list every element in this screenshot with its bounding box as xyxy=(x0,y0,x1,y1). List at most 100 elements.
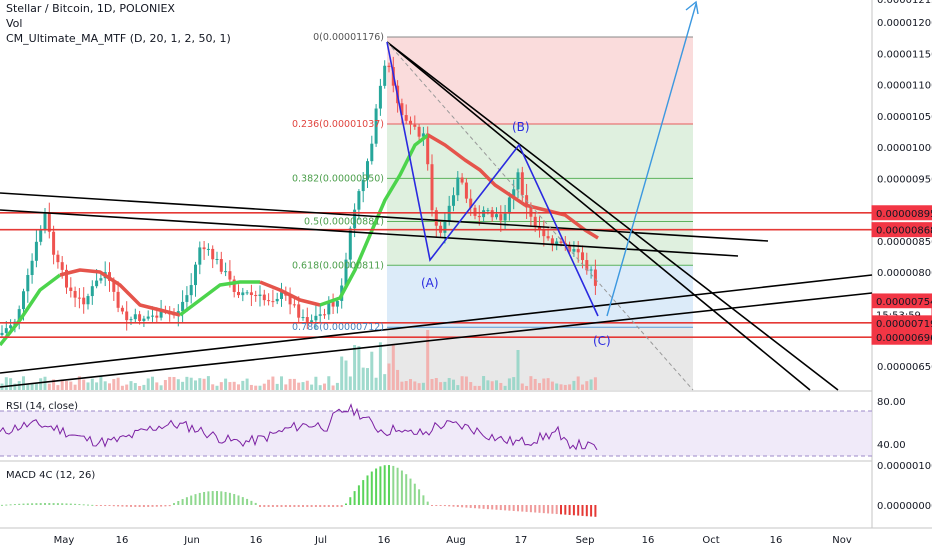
trend-line[interactable] xyxy=(0,292,873,388)
fib-level-labels: 0(0.00001176) 0.236(0.00001037) 0.382(0.00… xyxy=(292,32,384,333)
candle-body xyxy=(404,115,408,121)
trend-line-drawings[interactable] xyxy=(0,0,873,391)
volume-bar xyxy=(400,381,404,390)
macd-bar xyxy=(237,495,240,505)
volume-bar xyxy=(9,378,13,390)
volume-bar xyxy=(434,378,438,390)
macd-bar xyxy=(65,503,68,505)
macd-title[interactable]: MACD 4C (12, 26) xyxy=(6,470,95,481)
volume-bar xyxy=(267,379,271,390)
macd-bar xyxy=(388,465,390,505)
candle-body xyxy=(370,143,374,162)
volume-bar xyxy=(426,330,430,390)
ma-segment-down xyxy=(259,280,321,307)
macd-bar xyxy=(452,505,455,507)
candle-body xyxy=(129,319,133,321)
ma-indicator-label[interactable]: CM_Ultimate_MA_MTF (D, 20, 1, 2, 50, 1) xyxy=(6,32,231,45)
fib-retracement-zone[interactable] xyxy=(387,36,693,390)
macd-bar xyxy=(267,505,270,507)
trend-line[interactable] xyxy=(0,274,873,374)
trend-line[interactable] xyxy=(386,41,811,391)
candle-body xyxy=(348,228,352,260)
volume-bar xyxy=(430,378,434,390)
macd-bar xyxy=(340,505,343,507)
macd-bar xyxy=(499,505,502,511)
candle-body xyxy=(503,213,507,221)
trend-line[interactable] xyxy=(386,41,839,391)
candle-body xyxy=(198,247,202,265)
trend-line[interactable] xyxy=(0,192,769,242)
macd-bar xyxy=(198,492,201,505)
volume-bar xyxy=(241,380,245,390)
fib-level-label: 0.382(0.00000950) xyxy=(292,173,384,184)
macd-bar xyxy=(224,491,227,505)
volume-bar xyxy=(271,376,275,390)
volume-indicator-label[interactable]: Vol xyxy=(6,17,23,30)
price-tag-bg xyxy=(871,205,932,221)
volume-bar xyxy=(310,384,314,390)
time-tick-label: Aug xyxy=(446,535,466,546)
macd-bar xyxy=(22,503,25,505)
volume-bar xyxy=(301,382,305,390)
volume-bar xyxy=(4,377,8,390)
trend-line[interactable] xyxy=(0,209,739,257)
macd-bar xyxy=(486,505,489,510)
ma-segment-up xyxy=(0,273,62,347)
candle-body xyxy=(559,241,563,243)
macd-bar xyxy=(26,503,29,505)
volume-bar xyxy=(581,384,584,390)
volume-bar xyxy=(357,346,361,390)
macd-bar xyxy=(383,465,386,505)
macd-bar xyxy=(190,495,193,505)
volume-bar xyxy=(52,379,56,390)
macd-bar xyxy=(465,505,468,508)
candle-body xyxy=(568,245,572,252)
macd-bar xyxy=(173,503,175,505)
volume-bar xyxy=(335,382,339,390)
volume-bar xyxy=(538,383,541,390)
volume-bar xyxy=(280,376,283,390)
macd-bar xyxy=(263,505,266,507)
rsi-title[interactable]: RSI (14, close) xyxy=(6,401,78,412)
candle-body xyxy=(327,301,331,315)
volume-bar xyxy=(421,382,425,390)
volume-bar xyxy=(546,378,550,390)
volume-bar xyxy=(568,384,572,390)
volume-bar xyxy=(47,383,51,390)
volume-bar xyxy=(262,383,266,390)
volume-bar xyxy=(473,385,477,390)
volume-bar xyxy=(391,344,395,390)
macd-bar xyxy=(147,505,150,507)
candle-body xyxy=(490,210,494,218)
macd-bar xyxy=(13,504,16,506)
volume-bar xyxy=(142,384,146,390)
volume-bar xyxy=(172,377,176,390)
projection-arrow-line[interactable] xyxy=(606,3,697,317)
ma-segment-up xyxy=(319,133,430,307)
candle-body xyxy=(464,182,468,199)
chart-title: Stellar / Bitcoin, 1D, POLONIEX xyxy=(6,2,175,15)
volume-bar xyxy=(185,376,189,390)
candle-body xyxy=(413,124,417,127)
macd-bar xyxy=(207,491,210,505)
abc-wave-line[interactable] xyxy=(386,41,599,317)
volume-bar xyxy=(409,379,412,390)
macd-bar xyxy=(203,492,206,505)
volume-bar xyxy=(237,384,240,390)
macd-bar xyxy=(409,478,412,505)
macd-bar xyxy=(138,505,141,507)
volume-bar xyxy=(82,379,86,390)
candle-body xyxy=(22,291,25,310)
macd-bar xyxy=(353,491,356,505)
volume-bar xyxy=(344,360,348,390)
macd-bar xyxy=(254,502,257,505)
macd-bar xyxy=(568,505,571,515)
candle-body xyxy=(271,301,275,303)
macd-bar xyxy=(560,505,562,515)
price-tick-label: 0.00000800 xyxy=(877,268,932,279)
volume-bar xyxy=(108,383,111,390)
volume-bar xyxy=(374,377,378,390)
volume-bar xyxy=(447,378,451,390)
time-axis[interactable]: May 16 Jun 16 Jul 16 Aug 17 Sep 16 Oct 16 Nov xyxy=(54,535,852,546)
